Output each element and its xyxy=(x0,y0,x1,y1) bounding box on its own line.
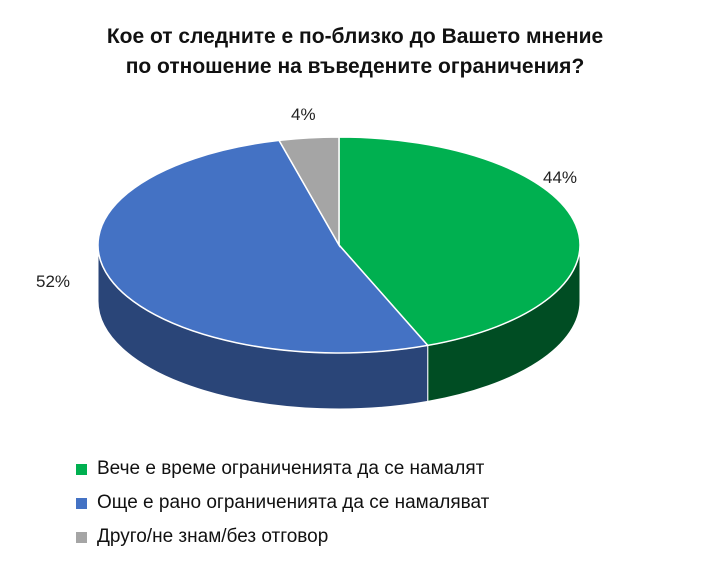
legend-item: Друго/не знам/без отговор xyxy=(76,520,489,554)
legend-swatch xyxy=(76,463,87,475)
title-line-1: Кое от следните е по-близко до Вашето мн… xyxy=(106,25,604,48)
chart-title: Кое от следните е по-близко до Вашето мн… xyxy=(0,22,710,82)
data-label-blue: 52% xyxy=(36,272,71,291)
pie-slice-1 xyxy=(97,139,430,354)
legend-swatch xyxy=(76,497,87,509)
legend-item: Вече е време ограниченията да се намалят xyxy=(76,452,489,486)
legend-swatch xyxy=(76,531,87,543)
pie-slice-0 xyxy=(338,136,581,347)
data-label-green: 44% xyxy=(543,168,578,187)
legend-label: Друго/не знам/без отговор xyxy=(97,526,329,547)
legend: Вече е време ограниченията да се намалят… xyxy=(76,452,489,554)
pie-slice-2 xyxy=(277,136,340,248)
legend-label: Още е рано ограниченията да се намаляват xyxy=(97,492,490,513)
legend-label: Вече е време ограниченията да се намалят xyxy=(97,458,485,479)
data-label-gray: 4% xyxy=(291,105,316,124)
title-line-2: по отношение на въведените ограничения? xyxy=(125,55,585,78)
legend-item: Още е рано ограниченията да се намаляват xyxy=(76,486,489,520)
